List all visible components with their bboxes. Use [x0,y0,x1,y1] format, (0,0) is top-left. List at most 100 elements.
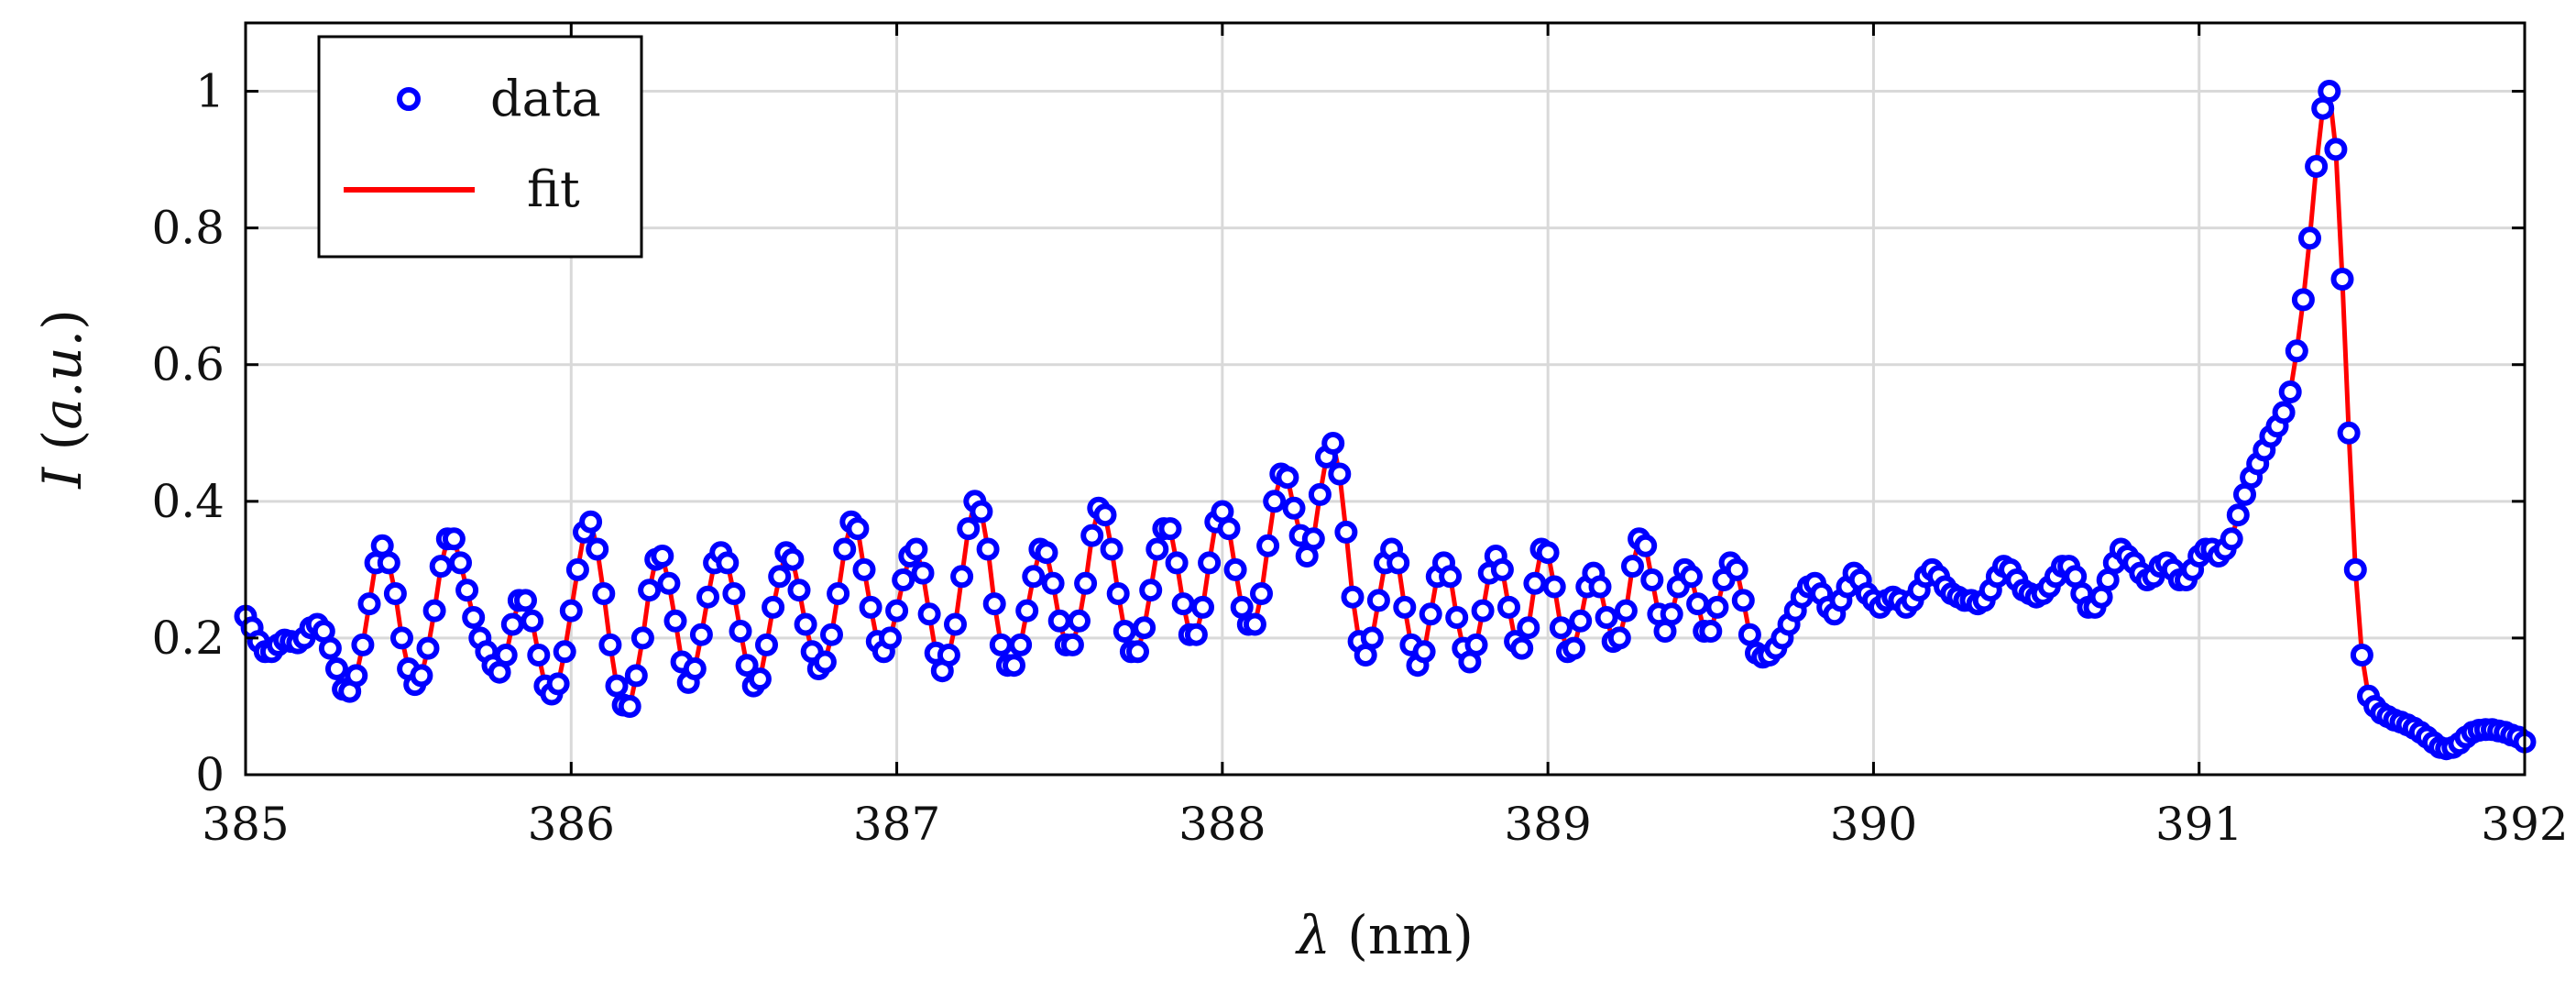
data-point [1341,585,1365,609]
data-point [318,636,342,660]
data-point [827,582,850,605]
data-point [1047,609,1071,633]
data-point [1419,602,1442,626]
data-point [1263,490,1287,513]
data-point [325,657,348,680]
data-point [1607,626,1631,650]
data-point [1093,503,1117,527]
legend-data-marker [397,87,421,111]
data-point [2298,226,2321,250]
data-point [592,582,616,605]
data-point [1139,579,1163,602]
data-point [1621,555,1644,579]
data-point [449,551,472,575]
data-point [833,537,857,561]
legend-data-label: data [490,70,601,127]
y-axis-symbol: I [31,467,93,490]
data-point [565,557,589,581]
y-tick-label: 0.6 [151,338,225,391]
data-point [1634,534,1658,557]
data-point [1068,609,1091,633]
data-point [1191,595,1214,619]
data-point [1640,568,1664,591]
data-point [1060,633,1084,656]
data-point [553,640,576,664]
data-point [2337,421,2361,445]
data-point [1439,565,1463,589]
data-point [1549,616,1573,640]
data-point [1595,606,1618,629]
data-point [1145,537,1169,561]
data-point [1731,589,1755,612]
data-point [735,654,759,678]
data-point [1276,466,1299,490]
data-point [2350,644,2373,667]
data-point [1041,571,1065,595]
data-point [514,589,537,612]
data-point [794,612,817,636]
data-markers-layer [234,80,2537,761]
x-tick-label: 390 [1830,798,1917,851]
data-point [1198,551,1222,575]
data-point [2318,80,2341,103]
data-point [1471,599,1495,623]
x-tick-label: 388 [1178,798,1266,851]
data-point [904,537,928,561]
data-point [1523,571,1547,595]
y-tick-label: 0.2 [151,612,225,665]
data-point [357,592,381,616]
y-tick-label: 0.8 [151,202,225,255]
data-point [989,633,1013,656]
y-axis-title: I (a.u.) [31,309,93,489]
data-point [1569,609,1593,633]
data-point [500,612,524,636]
data-point [1536,541,1560,565]
data-point [2226,503,2250,527]
data-point [1705,595,1729,619]
data-point [820,623,843,646]
data-point [976,537,1000,561]
data-point [1250,582,1273,605]
data-point [1542,575,1566,599]
data-point [1003,654,1025,678]
data-point [638,579,662,602]
data-point [1308,482,1332,506]
data-point [1699,620,1723,643]
data-point [1126,640,1149,664]
data-point [1393,595,1417,619]
data-point [546,672,570,696]
data-point [970,500,993,524]
data-point [579,510,603,534]
x-tick-label: 391 [2155,798,2242,851]
x-tick-label: 386 [528,798,615,851]
data-point [1366,589,1390,612]
data-point [624,664,648,688]
data-point [1497,595,1520,619]
data-point [1510,636,1534,660]
data-point [521,609,544,633]
data-point [937,644,960,667]
data-point [748,667,772,691]
data-point [689,623,713,646]
data-point [722,582,746,605]
legend: data fit [317,35,643,259]
data-point [605,674,629,698]
data-point [1660,602,1683,626]
data-point [859,595,882,619]
data-point [494,644,518,667]
data-point [527,644,551,667]
data-point [1074,571,1098,595]
data-point [2330,268,2354,291]
data-point [351,633,375,656]
x-axis-unit: (nm) [1331,904,1474,966]
data-point [950,565,974,589]
y-tick-label: 1 [195,65,225,118]
data-point [917,602,941,626]
data-point [879,626,902,650]
data-point [729,620,752,643]
data-point [2291,288,2315,312]
data-point [1035,541,1058,565]
y-tick-label: 0 [195,748,225,801]
data-point [944,612,967,636]
data-point [390,626,413,650]
